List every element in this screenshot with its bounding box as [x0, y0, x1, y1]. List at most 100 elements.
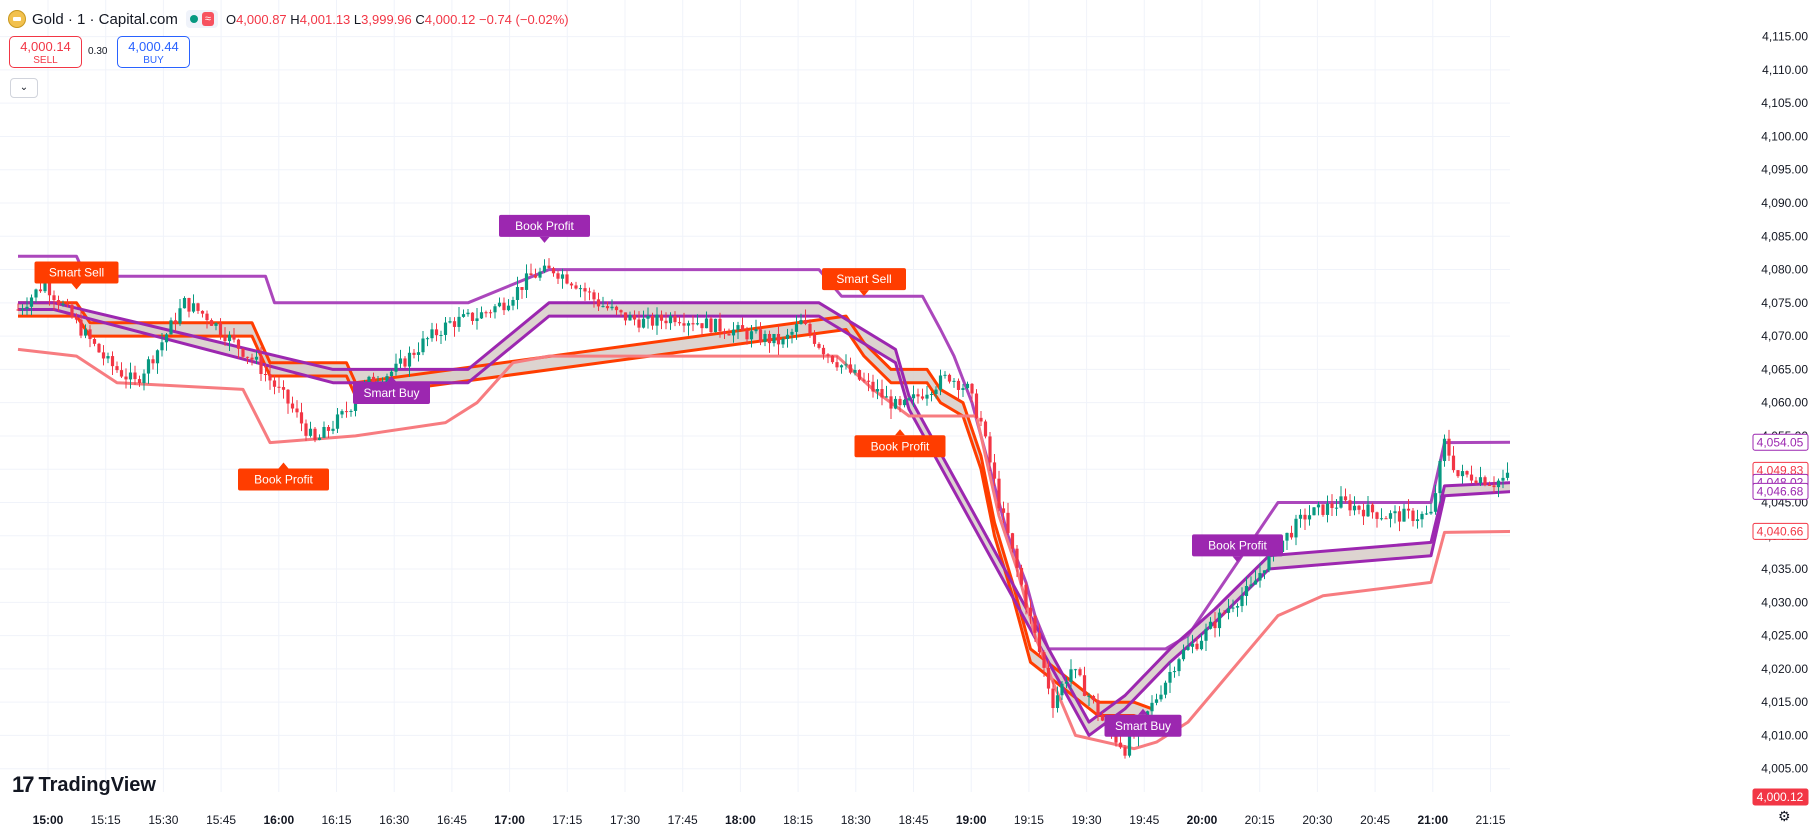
price-label-text: 4,049.83: [1757, 463, 1804, 477]
candle-body: [452, 321, 457, 327]
candle-body: [565, 274, 569, 284]
candle-body: [938, 375, 943, 390]
chart-grid: [0, 0, 1722, 792]
signal-text: Smart Sell: [836, 272, 891, 286]
candle-body: [646, 315, 650, 319]
price-label-box: [1752, 433, 1809, 451]
collapse-legend-button[interactable]: ⌄: [10, 78, 38, 98]
candle-body: [1168, 672, 1172, 683]
candle-body: [650, 315, 655, 326]
candle-body: [1244, 585, 1249, 596]
candle-body: [484, 312, 488, 314]
candle-body: [709, 318, 713, 333]
candle-body: [241, 348, 245, 357]
support-band-fill: [18, 302, 1517, 736]
candle-body: [196, 303, 200, 311]
buy-button[interactable]: 4,000.44 BUY: [117, 36, 190, 68]
candle-body: [578, 288, 583, 290]
price-label-text: 4,046.68: [1757, 484, 1804, 498]
change-value: −0.74 (−0.02%): [479, 11, 569, 27]
candle-body: [1010, 533, 1015, 549]
time-tick-label: 18:15: [783, 813, 813, 827]
candle-body: [385, 376, 389, 383]
candle-body: [731, 329, 736, 336]
candle-body: [182, 297, 187, 309]
signal-smart-buy: Smart Buy: [1104, 708, 1182, 737]
time-tick-label: 18:30: [841, 813, 871, 827]
price-tick-label: 4,110.00: [1762, 63, 1808, 77]
spread-value: 0.30: [88, 46, 108, 57]
candle-body: [1114, 733, 1118, 743]
candle-body: [1204, 628, 1208, 641]
time-tick-label: 17:15: [552, 813, 582, 827]
sell-label: SELL: [33, 55, 58, 66]
candle-body: [74, 317, 79, 320]
candle-body: [160, 342, 164, 351]
candle-body: [1015, 548, 1019, 568]
candle-body: [614, 306, 619, 311]
candle-body: [1190, 643, 1195, 647]
candle-body: [52, 295, 56, 301]
candle-body: [1339, 496, 1343, 508]
candle-body: [1186, 646, 1190, 650]
candle-body: [511, 299, 515, 306]
candle-body: [250, 357, 254, 360]
candle-body: [596, 299, 601, 307]
candle-body: [115, 366, 119, 371]
candle-body: [551, 268, 556, 274]
symbol-header: Gold · 1 · Capital.com ≈ O4,000.87 H4,00…: [8, 8, 569, 30]
candle-body: [961, 388, 965, 390]
candle-body: [587, 291, 592, 293]
candle-body: [191, 303, 196, 312]
signal-box: [822, 268, 906, 291]
symbol-title[interactable]: Gold · 1 · Capital.com: [32, 10, 178, 28]
signal-arrow: [1138, 708, 1148, 715]
candle-body: [722, 331, 727, 334]
candle-body: [398, 358, 403, 364]
price-label-text: 4,054.05: [1757, 435, 1804, 449]
candle-body: [1249, 584, 1253, 586]
candle-body: [745, 330, 749, 340]
candle-body: [209, 320, 214, 326]
price-tick-label: 4,025.00: [1761, 629, 1808, 643]
candle-body: [1298, 514, 1303, 519]
candle-body: [794, 324, 799, 332]
candle-body: [119, 370, 124, 377]
candle-body: [1091, 695, 1096, 701]
candle-body: [1069, 669, 1073, 682]
candle-body: [223, 335, 227, 342]
candle-body: [875, 388, 880, 392]
candle-body: [1100, 715, 1105, 721]
price-label-box: [1752, 482, 1809, 500]
signal-smart-sell: Smart Sell: [822, 268, 906, 297]
candle-body: [1420, 513, 1424, 520]
candle-body: [1096, 700, 1100, 716]
candle-body: [1505, 472, 1510, 478]
candle-body: [506, 305, 511, 311]
candle-body: [601, 306, 605, 308]
candle-body: [740, 325, 745, 331]
candlesticks: [16, 258, 1519, 759]
signal-arrow: [386, 376, 397, 383]
settings-icon[interactable]: ⚙: [1778, 808, 1791, 824]
candle-body: [70, 304, 74, 318]
time-tick-label: 15:30: [148, 813, 178, 827]
signal-box: [1192, 534, 1283, 557]
candle-body: [227, 334, 232, 342]
candle-body: [907, 398, 911, 400]
signal-smart-buy: Smart Buy: [353, 376, 430, 405]
price-tick-label: 4,075.00: [1761, 296, 1808, 310]
candle-body: [538, 271, 542, 278]
candle-body: [1465, 471, 1469, 475]
candle-body: [470, 312, 475, 322]
candle-body: [997, 478, 1001, 509]
status-pill[interactable]: ≈: [185, 10, 218, 28]
candle-body: [880, 388, 884, 398]
candle-body: [776, 333, 781, 345]
tradingview-logo[interactable]: 17 TradingView: [12, 772, 156, 798]
sell-button[interactable]: 4,000.14 SELL: [9, 36, 82, 68]
signal-arrow: [278, 462, 289, 469]
candle-body: [308, 428, 313, 436]
price-label-box: [1752, 788, 1809, 806]
